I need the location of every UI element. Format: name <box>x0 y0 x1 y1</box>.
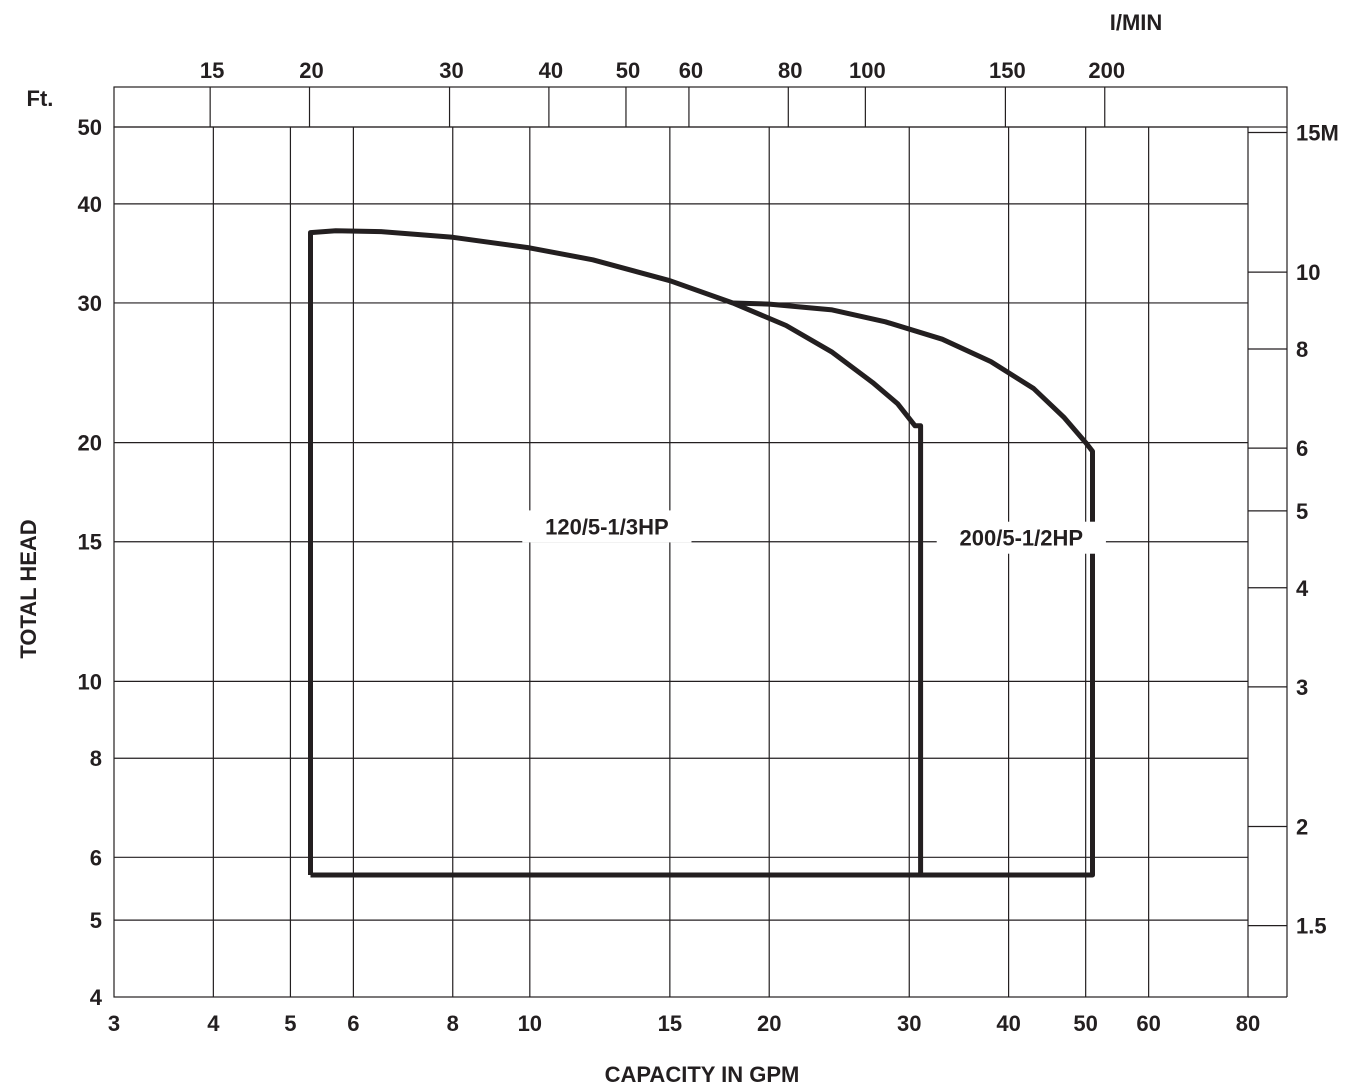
y-unit-label: Ft. <box>27 86 54 111</box>
y-tick-label: 20 <box>78 431 102 456</box>
plot-frame <box>113 126 1249 998</box>
x-tick-label: 60 <box>1136 1011 1160 1036</box>
series-label-background <box>936 521 1106 554</box>
y-tick-label: 30 <box>78 291 102 316</box>
right-tick-label: 15M <box>1296 120 1339 145</box>
series-curve <box>732 300 1095 878</box>
x-tick-label: 50 <box>1073 1011 1097 1036</box>
x-tick-label: 20 <box>757 1011 781 1036</box>
x-tick-label: 8 <box>447 1011 459 1036</box>
top-tick-label: 100 <box>849 58 886 83</box>
top-tick-label: 40 <box>539 58 563 83</box>
top-axis-band <box>113 86 1288 128</box>
series-label: 200/5-1/2HP <box>960 526 1084 551</box>
top-tick-label: 50 <box>616 58 640 83</box>
x-axis-title: CAPACITY IN GPM <box>605 1062 800 1087</box>
series-labels: 120/5-1/3HP 200/5-1/2HP <box>522 510 1106 554</box>
top-tick-label: 80 <box>778 58 802 83</box>
y-tick-label: 15 <box>78 530 102 555</box>
top-tick-label: 15 <box>200 58 224 83</box>
top-tick-label: 150 <box>989 58 1026 83</box>
top-axis-frame <box>113 86 1288 128</box>
x-tick-label: 4 <box>207 1011 220 1036</box>
series-curve <box>308 228 924 878</box>
x-tick-label: 10 <box>518 1011 542 1036</box>
series-label-background <box>522 510 692 543</box>
right-tick-label: 8 <box>1296 337 1308 362</box>
y-tick-label: 10 <box>78 669 102 694</box>
right-tick-label: 2 <box>1296 815 1308 840</box>
y-tick-label: 6 <box>90 845 102 870</box>
x-tick-label: 3 <box>108 1011 120 1036</box>
top-tick-label: 60 <box>679 58 703 83</box>
top-tick-label: 20 <box>299 58 323 83</box>
right-axis <box>1248 127 1288 998</box>
y-tick-label: 5 <box>90 908 102 933</box>
y-tick-labels: 4 5 6 8 10 15 20 30 40 50 <box>78 115 103 1010</box>
series-label: 120/5-1/3HP <box>545 514 669 539</box>
x-tick-label: 5 <box>284 1011 296 1036</box>
top-axis-title: I/MIN <box>1110 10 1163 35</box>
right-tick-label: 1.5 <box>1296 914 1327 939</box>
y-tick-label: 8 <box>90 746 102 771</box>
right-tick-labels: 15M 10 8 6 5 4 3 2 1.5 <box>1296 120 1339 938</box>
right-tick-label: 10 <box>1296 260 1320 285</box>
y-tick-label: 40 <box>78 192 102 217</box>
x-tick-label: 15 <box>658 1011 682 1036</box>
right-tick-label: 6 <box>1296 436 1308 461</box>
top-tick-label: 200 <box>1088 58 1125 83</box>
right-tick-label: 5 <box>1296 499 1308 524</box>
x-tick-labels: 3 4 5 6 8 10 15 20 30 40 50 60 80 <box>108 1011 1260 1036</box>
y-tick-label: 50 <box>78 115 102 140</box>
grid-lines <box>113 126 1249 998</box>
y-tick-label: 4 <box>90 985 103 1010</box>
y-axis-title: TOTAL HEAD <box>16 519 41 658</box>
right-tick-label: 4 <box>1296 576 1309 601</box>
x-tick-label: 6 <box>347 1011 359 1036</box>
x-tick-label: 30 <box>897 1011 921 1036</box>
top-tick-labels: 15 20 30 40 50 60 80 100 150 200 <box>200 58 1125 83</box>
x-tick-label: 80 <box>1236 1011 1260 1036</box>
x-tick-label: 40 <box>996 1011 1020 1036</box>
top-tick-label: 30 <box>439 58 463 83</box>
right-tick-label: 3 <box>1296 675 1308 700</box>
